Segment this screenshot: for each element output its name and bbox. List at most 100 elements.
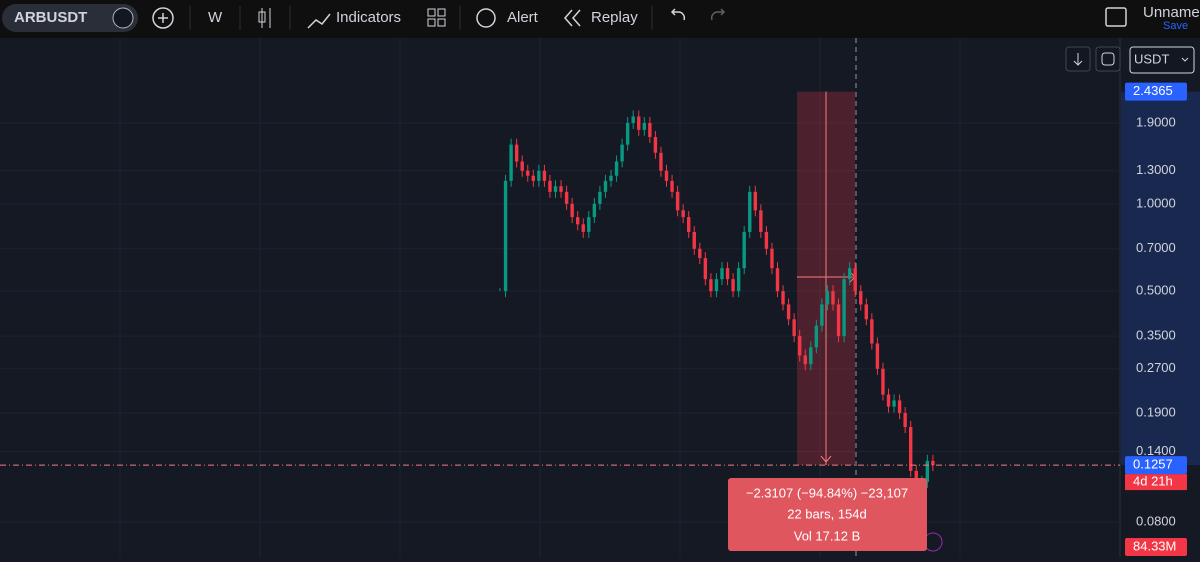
candle-body — [553, 186, 558, 192]
candle-body — [897, 400, 902, 414]
candle-body — [687, 217, 691, 232]
candle-body — [609, 175, 613, 181]
templates-icon[interactable] — [427, 8, 446, 27]
candle-body — [642, 122, 646, 130]
y-tick-label: 0.1900 — [1136, 404, 1176, 419]
candle-body — [603, 180, 608, 192]
candle-body — [770, 248, 774, 269]
add-symbol[interactable] — [152, 7, 174, 29]
indicators-icon[interactable] — [307, 13, 331, 29]
axis-range-highlight — [1121, 91, 1200, 466]
candle-body — [625, 122, 630, 145]
candle-body — [542, 170, 547, 181]
candle-body — [781, 291, 785, 305]
candle-body — [631, 116, 635, 123]
candle-body — [753, 191, 757, 211]
candle-body — [659, 152, 663, 171]
save[interactable]: Save — [1163, 20, 1188, 32]
candle-body — [653, 136, 658, 153]
toolbar — [0, 0, 1200, 38]
currency-button[interactable] — [1129, 46, 1195, 74]
countdown: 4d 21h — [1133, 474, 1173, 489]
scroll-icon — [1073, 53, 1083, 66]
replay-icon[interactable] — [564, 9, 581, 27]
reset-icon — [1101, 52, 1115, 66]
candle-body — [786, 304, 791, 320]
reset-button[interactable] — [1095, 46, 1121, 72]
candle-body — [559, 186, 563, 192]
last-price-label: 0.1257 — [1133, 457, 1173, 472]
candle-body — [520, 161, 524, 171]
range-high-tag — [1125, 82, 1187, 101]
symbol[interactable]: ARBUSDT — [14, 9, 87, 26]
tooltip-box — [728, 478, 927, 551]
indicators[interactable]: Indicators — [336, 9, 401, 26]
candle-body — [709, 279, 713, 292]
candle-body — [620, 144, 624, 162]
candle-body — [576, 217, 580, 225]
candle-body — [775, 268, 780, 292]
y-tick-label: 0.2700 — [1136, 360, 1176, 375]
y-tick-label: 1.0000 — [1136, 195, 1176, 210]
candle-body — [792, 319, 796, 337]
candle-body — [886, 394, 891, 407]
redo[interactable] — [710, 8, 726, 21]
candle-body — [526, 170, 530, 176]
chart-type-icon — [258, 11, 266, 23]
volume-tag — [1125, 538, 1187, 556]
measure-change: −2.3107 (−94.84%) −23,107 — [746, 485, 908, 500]
measure-bars: 22 bars, 154d — [787, 506, 867, 521]
candle-body — [648, 122, 652, 137]
candle-body — [925, 460, 930, 482]
candle-body — [875, 343, 880, 369]
candle-body — [742, 231, 746, 269]
candle-body — [587, 217, 591, 232]
candle-body — [664, 170, 669, 181]
alert[interactable]: Alert — [507, 9, 539, 26]
candle-body — [503, 180, 508, 292]
candle-body — [748, 191, 752, 232]
candle-body — [564, 191, 569, 204]
undo[interactable] — [670, 8, 686, 21]
candle-body — [570, 203, 574, 218]
candle-body — [598, 191, 602, 204]
layout-icon[interactable] — [1105, 7, 1127, 27]
candle-body — [842, 279, 846, 337]
volume-label: 84.33M — [1133, 538, 1176, 553]
y-tick-label: 1.3000 — [1136, 162, 1176, 177]
plot — [0, 38, 1200, 557]
layout-name[interactable]: Unname — [1143, 4, 1200, 21]
candle-body — [681, 210, 685, 218]
candle-body — [670, 180, 674, 192]
candle-body — [725, 268, 730, 280]
candle-body — [592, 203, 597, 218]
replay[interactable]: Replay — [591, 9, 638, 26]
candle-body — [803, 355, 807, 365]
candle-body — [903, 413, 907, 428]
candle-body — [537, 170, 541, 181]
candle-body — [881, 368, 885, 395]
grid — [0, 38, 1120, 557]
candle-body — [825, 291, 830, 305]
interval[interactable]: W — [208, 9, 223, 26]
candle-body — [514, 144, 519, 162]
currency[interactable]: USDT — [1134, 51, 1169, 66]
candle-body — [759, 210, 763, 232]
measure-tooltip: −2.3107 (−94.84%) −23,107 22 bars, 154d … — [728, 478, 927, 551]
candle-body — [809, 347, 813, 365]
candle-body — [836, 304, 841, 337]
candle-body — [548, 180, 552, 192]
candle-body — [614, 161, 619, 176]
toolbar-separators — [189, 6, 653, 30]
y-tick-label: 0.5000 — [1136, 283, 1176, 298]
chart-type-icon[interactable] — [261, 8, 271, 28]
candle-body — [820, 304, 824, 326]
y-tick-label: 0.3500 — [1136, 328, 1176, 343]
add-icon — [158, 13, 168, 23]
pro-icon[interactable] — [112, 7, 134, 29]
symbol-button[interactable] — [2, 4, 138, 32]
alert-icon[interactable] — [476, 8, 496, 28]
candle-body — [864, 304, 868, 320]
